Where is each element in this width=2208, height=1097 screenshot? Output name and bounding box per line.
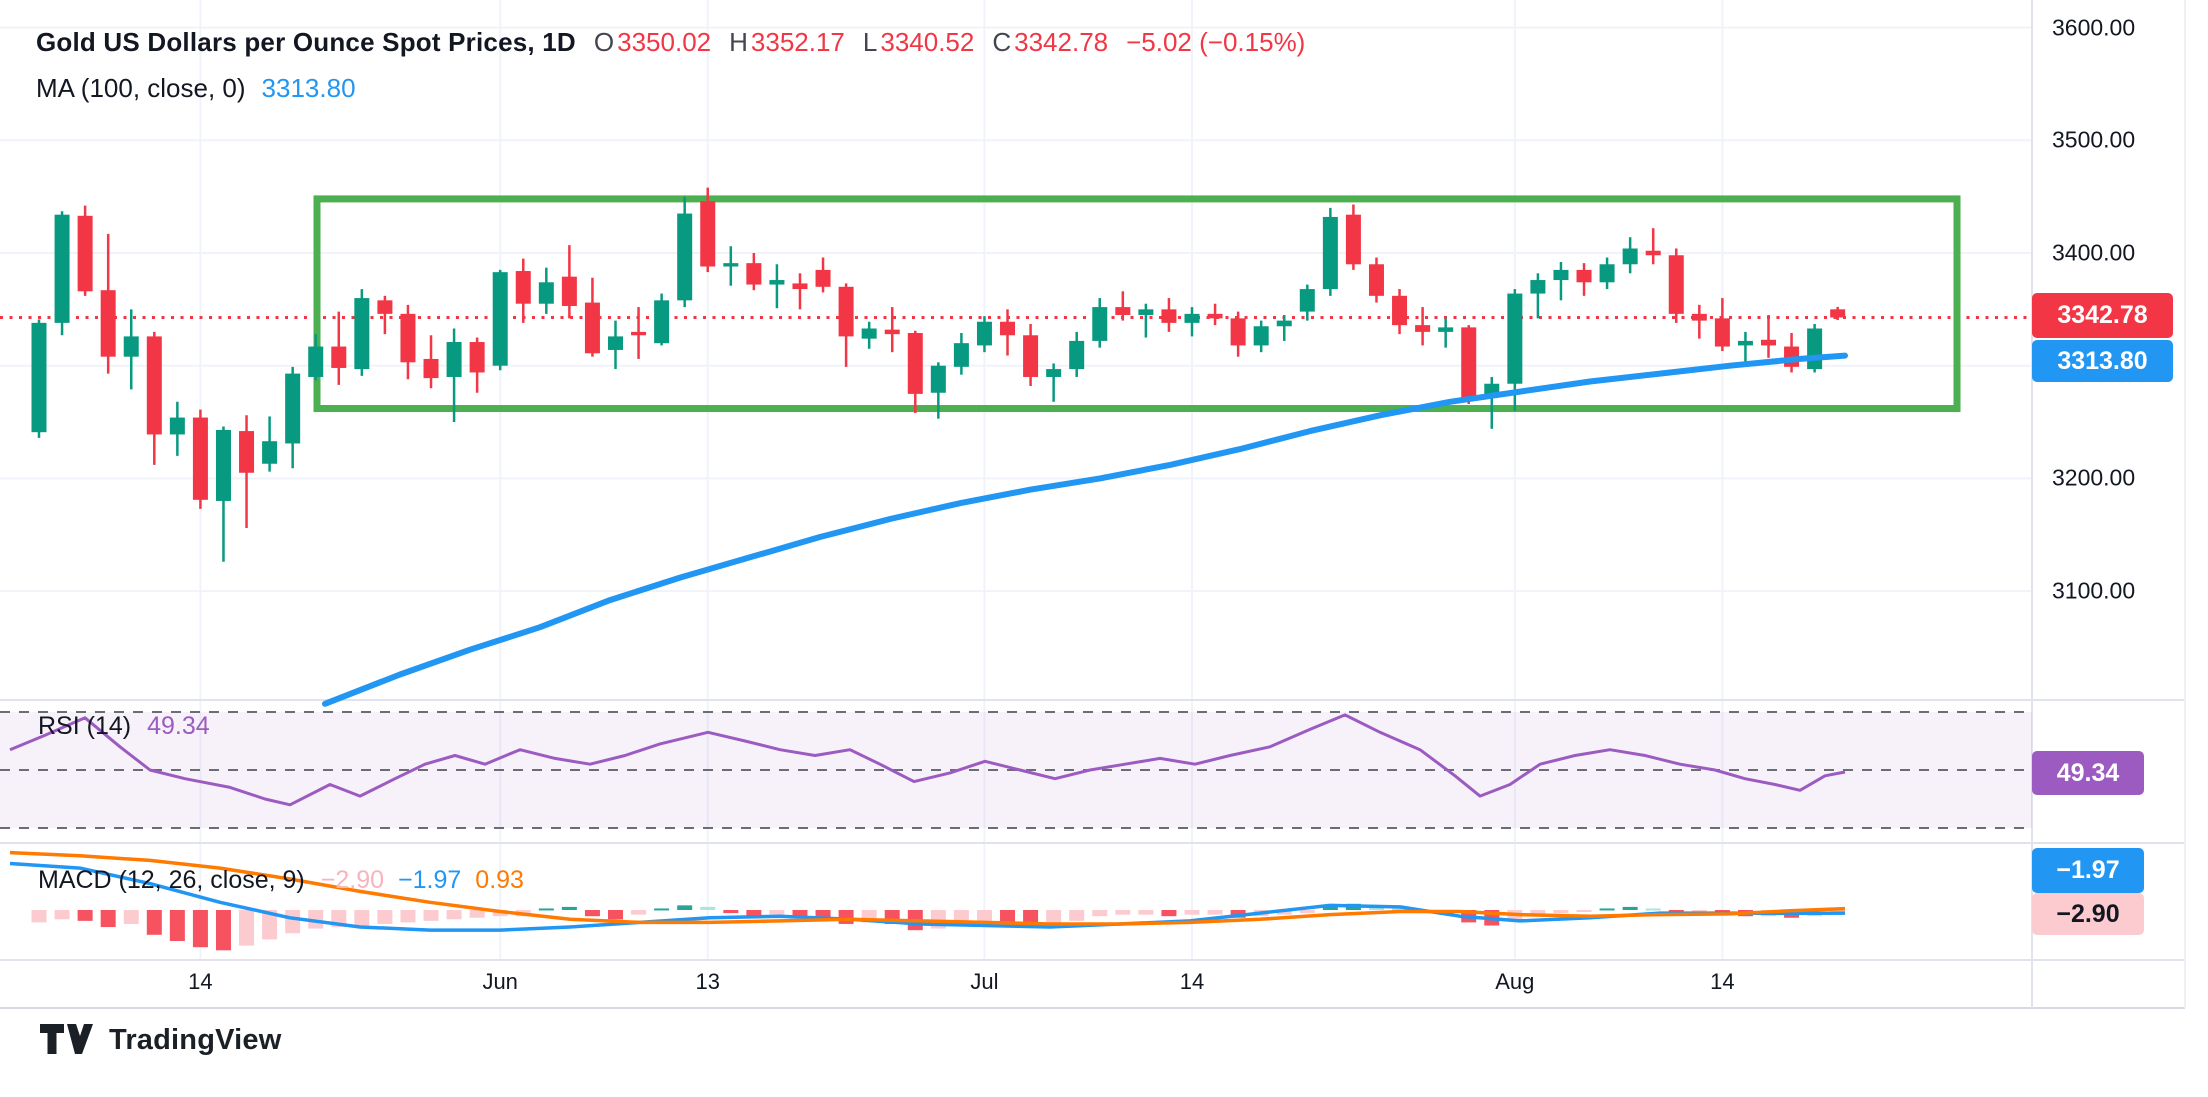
price-axis-label: 3400.00 (2052, 239, 2136, 266)
time-axis-label: 14 (1710, 969, 1735, 994)
time-axis-label: 13 (695, 969, 720, 994)
tradingview-logo[interactable]: TradingView (40, 1022, 282, 1058)
low-value: L 3340.52 (862, 27, 975, 57)
ma-price-badge: 3313.80 (2032, 340, 2173, 382)
macd-signal-line (9, 850, 1846, 926)
price-axis-label: 3600.00 (2052, 14, 2136, 41)
macd-hist-legend-value: −2.90 (320, 866, 385, 894)
symbol-legend: Gold US Dollars per Ounce Spot Prices, 1… (36, 27, 1305, 58)
macd-line-legend-value: −1.97 (398, 866, 462, 894)
time-axis-label: Jul (970, 969, 999, 994)
macd-legend: MACD (12, 26, close, 9) −2.90 −1.97 0.93 (38, 866, 524, 895)
macd-line (9, 861, 1846, 932)
time-axis-label: Jun (482, 969, 518, 994)
rsi-legend-label: RSI (14) (38, 712, 132, 740)
time-axis-label: Aug (1495, 969, 1535, 994)
ma-legend-label: MA (100, close, 0) (36, 73, 246, 103)
tradingview-logo-text: TradingView (109, 1023, 282, 1056)
macd-legend-label: MACD (12, 26, close, 9) (38, 866, 305, 894)
ma-legend-value: 3313.80 (261, 73, 356, 103)
rsi-badge: 49.34 (2032, 751, 2144, 795)
rsi-legend: RSI (14) 49.34 (38, 712, 210, 741)
price-axis-label: 3100.00 (2052, 577, 2136, 604)
macd-hist-badge: −2.90 (2032, 893, 2144, 935)
price-axis-label: 3500.00 (2052, 126, 2136, 153)
green-box-annotation (313, 195, 1961, 413)
macd-line-badge: −1.97 (2032, 848, 2144, 893)
close-value: C 3342.78 (992, 27, 1109, 57)
open-value: O 3350.02 (593, 27, 712, 57)
ma-legend: MA (100, close, 0) 3313.80 (36, 73, 356, 104)
symbol-title: Gold US Dollars per Ounce Spot Prices, 1… (36, 27, 576, 57)
price-axis-label: 3200.00 (2052, 464, 2136, 491)
candlestick-series (31, 187, 1846, 562)
tradingview-logo-icon (40, 1024, 93, 1054)
high-value: H 3352.17 (729, 27, 845, 57)
macd-signal-legend-value: 0.93 (475, 866, 524, 894)
change-value: −5.02 (−0.15%) (1126, 27, 1306, 57)
macd-histogram (31, 903, 1846, 951)
rsi-legend-value: 49.34 (147, 712, 210, 740)
time-axis-label: 14 (1179, 969, 1205, 994)
ma100-line (322, 352, 1848, 707)
time-axis-label: 14 (188, 969, 213, 994)
rsi-line (9, 713, 1846, 807)
last-price-badge: 3342.78 (2032, 293, 2173, 338)
